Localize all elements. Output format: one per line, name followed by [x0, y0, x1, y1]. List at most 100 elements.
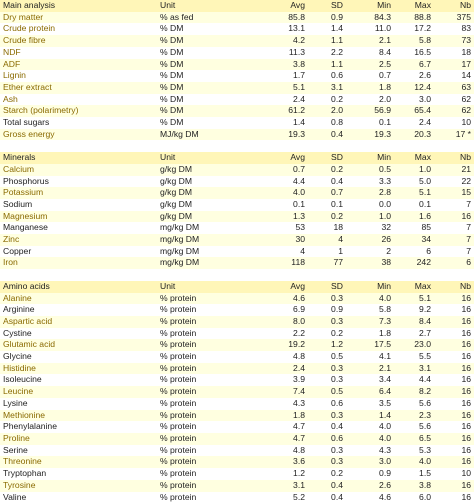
- row-name[interactable]: Gross energy: [0, 128, 157, 141]
- row-avg: 19.2: [252, 339, 308, 352]
- row-nb: 16: [434, 444, 474, 457]
- row-min: 1.8: [346, 327, 394, 340]
- row-name[interactable]: Alanine: [0, 292, 157, 305]
- row-sd: 0.3: [308, 362, 346, 375]
- row-sd: 18: [308, 222, 346, 235]
- row-max: 20.3: [394, 128, 434, 141]
- row-avg: 2.4: [252, 362, 308, 375]
- row-sd: 0.4: [308, 421, 346, 433]
- row-avg: 2.2: [252, 327, 308, 340]
- row-nb: 17 *: [434, 128, 474, 141]
- row-name[interactable]: Ether extract: [0, 81, 157, 94]
- row-avg: 7.4: [252, 386, 308, 398]
- table-row: Ash% DM 2.4 0.2 2.0 3.0 62: [0, 93, 474, 106]
- table-row: Gross energy MJ/kg DM 19.3 0.4 19.3 20.3 17 *: [0, 128, 474, 141]
- row-name[interactable]: Tyrosine: [0, 479, 157, 492]
- row-name[interactable]: ADF: [0, 58, 157, 71]
- row-name[interactable]: Leucine: [0, 386, 157, 398]
- row-nb: 62: [434, 105, 474, 118]
- table-row: Glutamic acid% protein 19.2 1.2 17.5 23.0 16: [0, 339, 474, 352]
- row-sd: 0.2: [308, 468, 346, 480]
- row-avg: 8.0: [252, 315, 308, 328]
- row-name[interactable]: Zinc: [0, 234, 157, 246]
- row-nb: 14: [434, 70, 474, 82]
- row-max: 9.2: [394, 304, 434, 316]
- row-min: 19.3: [346, 128, 394, 141]
- row-name[interactable]: Magnesium: [0, 210, 157, 223]
- row-min: 84.3: [346, 11, 394, 24]
- row-avg: 4.4: [252, 175, 308, 188]
- row-unit: % protein: [157, 421, 252, 433]
- row-name[interactable]: Crude protein: [0, 23, 157, 36]
- row-name[interactable]: Proline: [0, 432, 157, 445]
- row-max: 3.8: [394, 479, 434, 492]
- row-nb: 16: [434, 386, 474, 398]
- row-name[interactable]: Potassium: [0, 187, 157, 199]
- row-avg: 53: [252, 222, 308, 235]
- row-nb: 7: [434, 198, 474, 211]
- row-unit: mg/kg DM: [157, 257, 252, 270]
- row-nb: 7: [434, 234, 474, 246]
- row-name[interactable]: Dry matter: [0, 11, 157, 24]
- row-name[interactable]: NDF: [0, 46, 157, 59]
- table-row: Tyrosine% protein 3.1 0.4 2.6 3.8 16: [0, 479, 474, 492]
- row-min: 7.3: [346, 315, 394, 328]
- row-name: Serine: [0, 444, 157, 457]
- row-name[interactable]: Aspartic acid: [0, 315, 157, 328]
- column-header-min: Min: [346, 152, 394, 164]
- row-nb: 63: [434, 81, 474, 94]
- row-nb: 6: [434, 257, 474, 270]
- row-min: 4.0: [346, 292, 394, 305]
- table-row: Zinc mg/kg DM 30 4 26 34 7: [0, 234, 474, 246]
- row-name[interactable]: Glutamic acid: [0, 339, 157, 352]
- row-min: 26: [346, 234, 394, 246]
- row-sd: 0.7: [308, 187, 346, 199]
- row-max: 2.7: [394, 327, 434, 340]
- row-sd: 0.3: [308, 444, 346, 457]
- row-sd: 0.9: [308, 11, 346, 24]
- row-unit: % protein: [157, 292, 252, 305]
- row-name[interactable]: Lignin: [0, 70, 157, 82]
- row-min: 38: [346, 257, 394, 270]
- column-header-nb: Nb: [434, 0, 474, 12]
- table-row: Valine% protein 5.2 0.4 4.6 6.0 16: [0, 491, 474, 504]
- row-max: 6.5: [394, 432, 434, 445]
- row-name[interactable]: Threonine: [0, 456, 157, 469]
- column-header-avg: Avg: [252, 280, 308, 293]
- section-spacer: [0, 269, 474, 281]
- row-name[interactable]: Histidine: [0, 362, 157, 375]
- row-min: 11.0: [346, 23, 394, 36]
- row-max: 34: [394, 234, 434, 246]
- row-unit: % DM: [157, 93, 252, 106]
- row-name: Phosphorus: [0, 175, 157, 188]
- row-nb: 16: [434, 362, 474, 375]
- row-max: 1.6: [394, 210, 434, 223]
- row-name[interactable]: Ash: [0, 93, 157, 106]
- row-name[interactable]: Methionine: [0, 409, 157, 422]
- row-nb: 16: [434, 479, 474, 492]
- row-sd: 2.2: [308, 46, 346, 59]
- row-nb: 16: [434, 374, 474, 387]
- row-min: 4.3: [346, 444, 394, 457]
- row-sd: 4: [308, 234, 346, 246]
- row-avg: 3.6: [252, 456, 308, 469]
- section-title: Amino acids: [0, 280, 157, 293]
- row-sd: 0.6: [308, 397, 346, 410]
- row-name[interactable]: Crude fibre: [0, 35, 157, 47]
- row-nb: 10: [434, 117, 474, 129]
- row-name: Cystine: [0, 327, 157, 340]
- row-name: Phenylalanine: [0, 421, 157, 433]
- column-header-unit: Unit: [157, 0, 252, 12]
- row-name[interactable]: Calcium: [0, 163, 157, 176]
- row-max: 2.6: [394, 70, 434, 82]
- row-name[interactable]: Iron: [0, 257, 157, 270]
- row-nb: 7: [434, 222, 474, 235]
- row-unit: % DM: [157, 117, 252, 129]
- row-name[interactable]: Starch (polarimetry): [0, 105, 157, 118]
- row-sd: 0.5: [308, 386, 346, 398]
- table-row: Aspartic acid% protein 8.0 0.3 7.3 8.4 16: [0, 315, 474, 328]
- table-row: Serine% protein 4.8 0.3 4.3 5.3 16: [0, 444, 474, 457]
- row-unit: % DM: [157, 58, 252, 71]
- section-title: Minerals: [0, 152, 157, 164]
- row-max: 5.1: [394, 292, 434, 305]
